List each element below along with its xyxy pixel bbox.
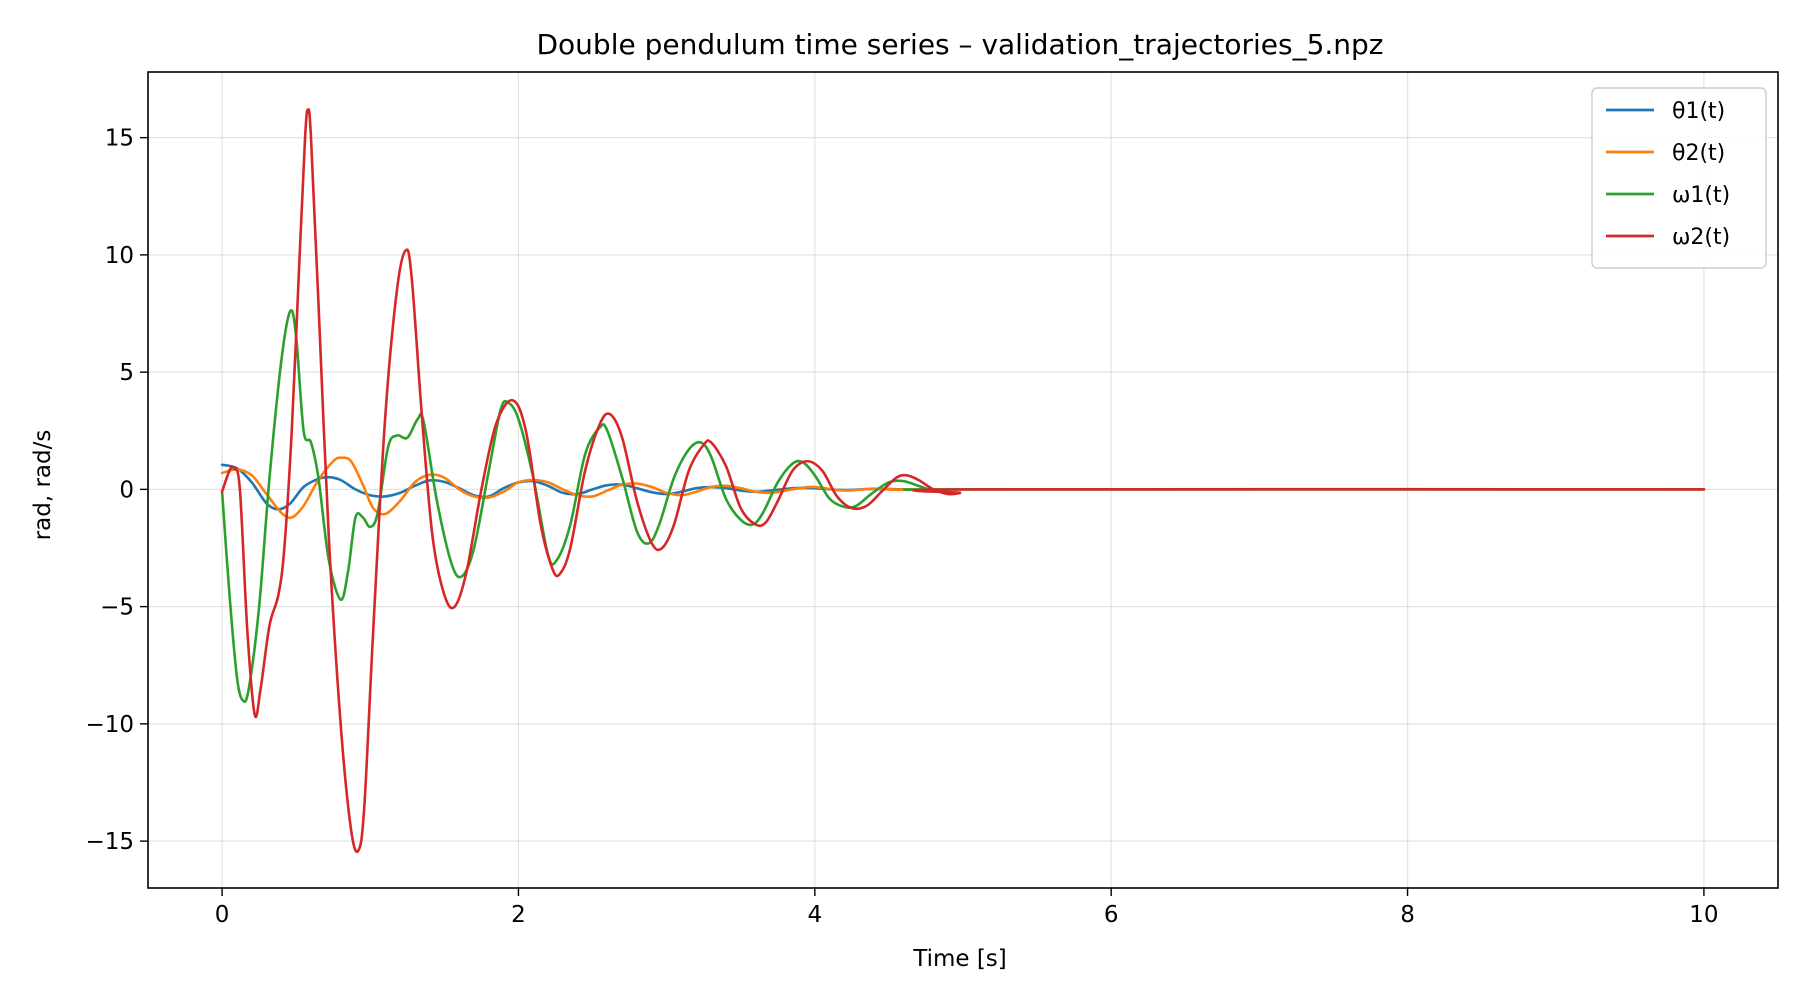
y-tick-label: 15 bbox=[105, 126, 134, 152]
x-tick-label: 6 bbox=[1104, 902, 1119, 928]
x-tick-label: 8 bbox=[1400, 902, 1415, 928]
plot-frame bbox=[147, 71, 1779, 889]
x-tick-label: 10 bbox=[1689, 902, 1718, 928]
series-line-2 bbox=[220, 456, 1706, 520]
y-tick-label: 10 bbox=[105, 243, 134, 269]
x-tick-label: 0 bbox=[215, 902, 230, 928]
series-lines bbox=[220, 108, 1706, 854]
legend: θ1(t) θ2(t) ω1(t) ω2(t) bbox=[1591, 87, 1767, 269]
y-tick-label: 0 bbox=[119, 477, 134, 503]
legend-entry: θ1(t) bbox=[1672, 99, 1725, 124]
x-tick-label: 4 bbox=[807, 902, 822, 928]
y-tick-label: 5 bbox=[119, 360, 134, 386]
y-axis-label: rad, rad/s bbox=[30, 430, 56, 541]
y-tick-label: −15 bbox=[85, 829, 134, 855]
y-tick-label: −5 bbox=[100, 595, 134, 621]
legend-entry: θ2(t) bbox=[1672, 141, 1725, 166]
legend-entry: ω2(t) bbox=[1672, 225, 1730, 250]
y-tick-label: −10 bbox=[85, 712, 134, 738]
legend-entry: ω1(t) bbox=[1672, 183, 1730, 208]
chart-title: Double pendulum time series – validation… bbox=[536, 28, 1383, 61]
x-axis-label: Time [s] bbox=[912, 946, 1007, 972]
x-tick-label: 2 bbox=[511, 902, 526, 928]
axis-ticks: 0 2 4 6 8 10 −15 −10 −5 0 5 10 15 bbox=[85, 126, 1718, 928]
legend-box bbox=[1591, 87, 1767, 269]
series-line-4 bbox=[220, 108, 1706, 854]
